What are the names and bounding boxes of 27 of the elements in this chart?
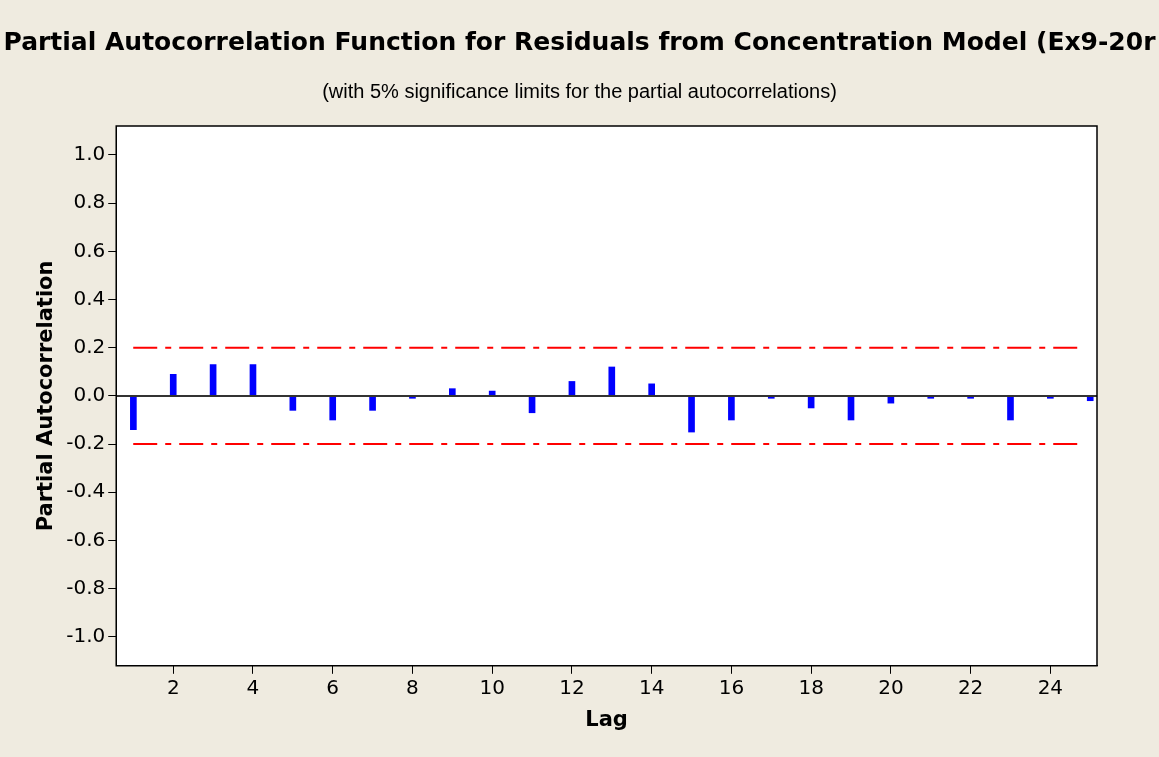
y-tick-label: -0.2 [66,430,106,455]
chart-title: Partial Autocorrelation Function for Residuals from Concentration Model (Ex9-20r [2,27,1157,56]
y-tick-label: 0.4 [73,285,106,310]
y-tick-label: 0.2 [73,333,106,358]
x-tick-label: 12 [559,675,585,699]
y-tick-label: -0.4 [66,478,106,503]
y-tick-label: 0.8 [73,189,106,214]
y-tick-label: 0.0 [73,382,106,407]
y-tick-label: 0.6 [73,237,106,262]
y-axis-title: Partial Autocorrelation [33,260,58,532]
x-axis-title: Lag [585,706,628,731]
x-tick-label: 16 [718,675,745,699]
x-tick-label: 10 [479,675,505,699]
chart-subtitle: (with 5% significance limits for the partial autocorrelations) [321,80,838,103]
x-tick-label: 18 [798,675,824,699]
x-tick-label: 24 [1037,675,1064,699]
y-tick-label: -0.8 [66,574,106,599]
x-tick-label: 14 [638,675,665,699]
x-tick-label: 4 [246,675,260,699]
y-tick-label: -0.6 [66,526,106,551]
x-tick-label: 8 [406,675,419,699]
x-tick-label: 6 [326,675,340,699]
y-tick-label: 1.0 [73,141,106,166]
y-tick-label: -1.0 [66,623,106,648]
x-tick-label: 2 [166,675,180,699]
x-tick-label: 20 [878,675,904,699]
x-tick-label: 22 [957,675,984,699]
